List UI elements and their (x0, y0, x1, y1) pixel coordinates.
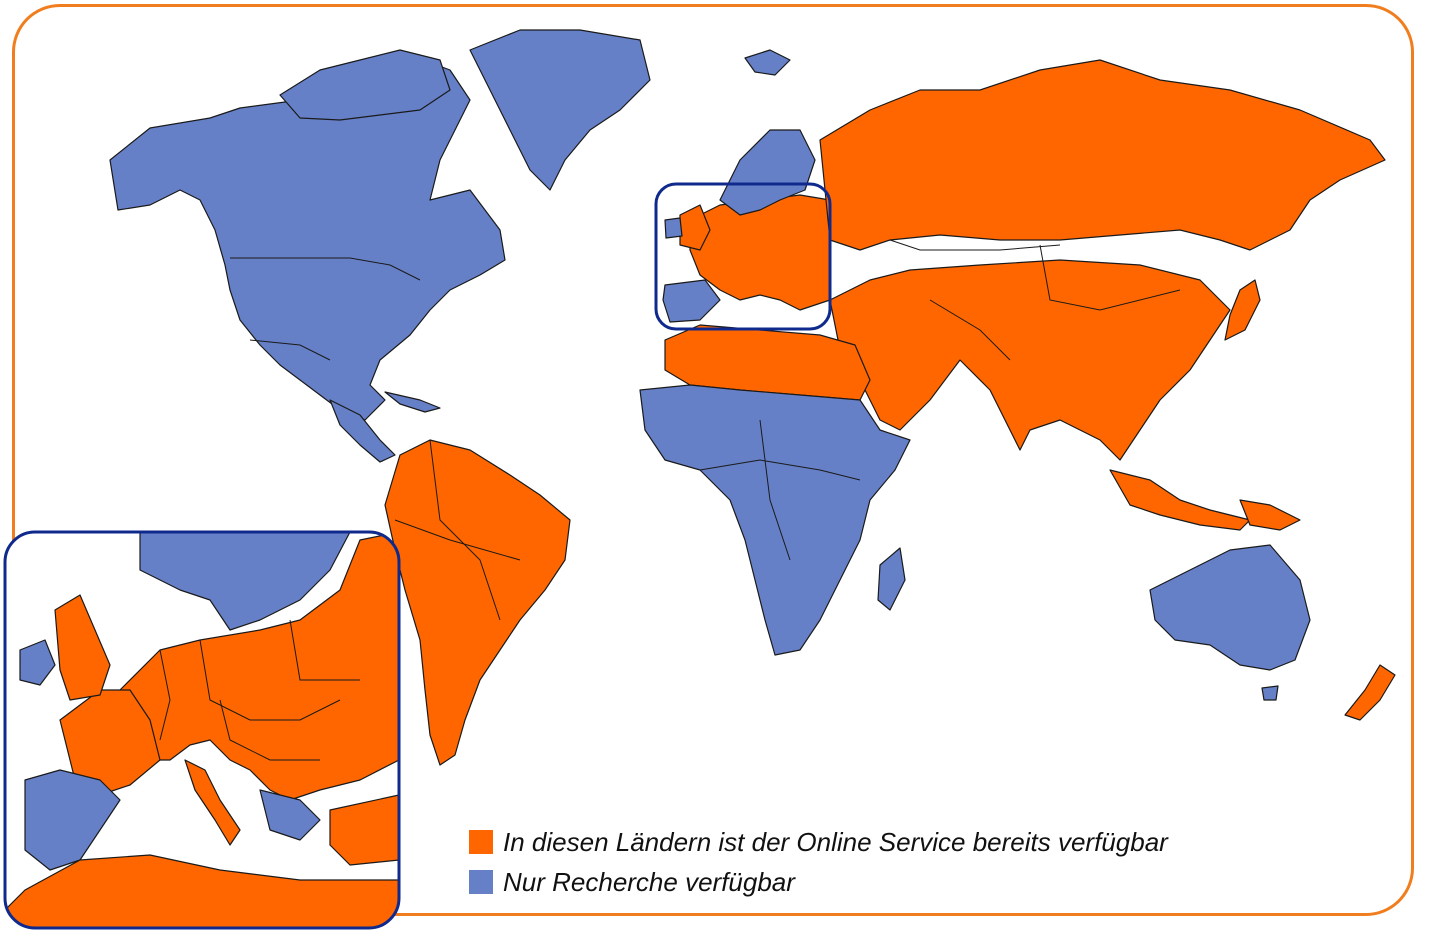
land-japan (1224, 279, 1261, 341)
inset-land-great-britain (54, 594, 111, 701)
land-caribbean (384, 391, 441, 413)
legend-label-research-only: Nur Recherche verfügbar (503, 866, 795, 897)
land-greenland (469, 29, 651, 191)
land-southeast-asia-islands (1109, 469, 1251, 531)
legend-item-available: In diesen Ländern ist der Online Service… (469, 822, 1168, 862)
land-central-america (329, 399, 396, 463)
land-iberia (662, 279, 721, 323)
inset-land-turkey (329, 794, 399, 866)
land-south-america (384, 439, 571, 766)
europe-inset (3, 530, 401, 930)
inset-land-iberia (24, 769, 121, 871)
region-north-america (109, 29, 651, 463)
border-canada-usa (230, 257, 421, 281)
inset-land-north-africa (5, 854, 399, 928)
region-oceania (1149, 544, 1396, 721)
land-scandinavia (719, 129, 816, 216)
land-new-guinea (1239, 499, 1301, 531)
land-tasmania (1261, 685, 1279, 701)
land-new-zealand (1344, 664, 1396, 721)
legend-item-research-only: Nur Recherche verfügbar (469, 862, 1168, 902)
inset-land-ireland (19, 639, 56, 686)
region-asia (819, 59, 1386, 531)
map-frame (12, 4, 1414, 916)
legend: In diesen Ländern ist der Online Service… (469, 822, 1168, 902)
land-great-britain (679, 204, 711, 251)
region-europe (662, 49, 831, 323)
legend-label-available: In diesen Ländern ist der Online Service… (503, 826, 1168, 857)
land-arctic-islands (279, 49, 451, 121)
inset-frame (3, 530, 401, 930)
region-africa (639, 324, 911, 656)
land-madagascar (877, 547, 906, 611)
land-sub-saharan-africa (639, 384, 911, 656)
land-iceland (744, 49, 791, 76)
legend-swatch-available (469, 830, 493, 854)
europe-highlight-box (654, 182, 832, 331)
border-usa-mexico (249, 339, 331, 361)
inset-land-italy (184, 759, 241, 846)
land-australia (1149, 544, 1311, 671)
inset-land-scandinavia (139, 532, 351, 631)
region-south-america (384, 439, 571, 766)
inset-land-balkans (259, 789, 321, 841)
land-asia-south (829, 259, 1231, 461)
land-ireland (664, 217, 683, 239)
legend-swatch-research-only (469, 870, 493, 894)
land-russia (819, 59, 1386, 251)
